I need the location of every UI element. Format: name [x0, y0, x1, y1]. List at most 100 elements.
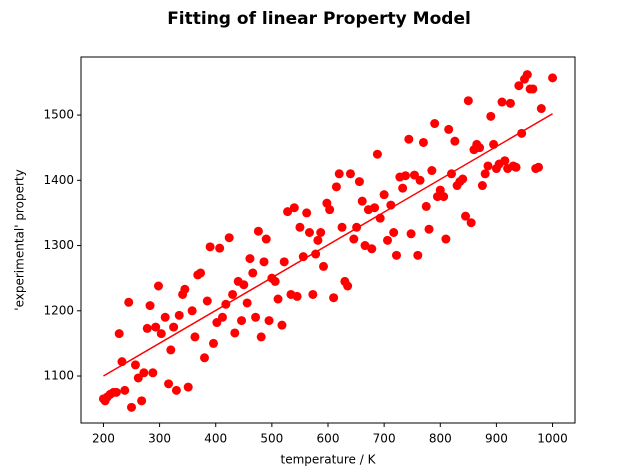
data-point — [270, 276, 280, 286]
data-point — [427, 166, 437, 176]
data-point — [316, 227, 326, 237]
data-point — [367, 244, 377, 254]
data-point — [497, 97, 507, 107]
data-point — [137, 396, 147, 406]
data-point — [404, 134, 414, 144]
data-point — [319, 261, 329, 271]
data-point — [511, 162, 521, 172]
data-point — [370, 203, 380, 213]
data-point — [343, 281, 353, 291]
x-tick-label: 500 — [260, 432, 283, 446]
data-point — [329, 293, 339, 303]
data-point — [357, 196, 367, 206]
plot-frame — [80, 56, 576, 424]
data-point — [383, 235, 393, 245]
data-point — [311, 249, 321, 259]
data-point — [308, 289, 318, 299]
data-point — [171, 385, 181, 395]
data-point — [200, 353, 209, 363]
x-tick-label: 600 — [317, 432, 340, 446]
data-point — [337, 222, 347, 232]
data-point — [439, 192, 449, 202]
data-point — [349, 234, 359, 244]
data-point — [398, 183, 408, 193]
x-tick-label: 800 — [429, 432, 452, 446]
data-point — [486, 111, 496, 121]
data-point — [418, 137, 428, 147]
data-point — [127, 402, 137, 412]
data-point — [389, 227, 399, 237]
data-point — [391, 250, 401, 260]
data-point — [245, 254, 255, 264]
data-point — [239, 280, 249, 290]
data-point — [180, 284, 190, 294]
data-point — [183, 382, 193, 392]
y-tick-label: 1300 — [43, 238, 74, 252]
x-tick-label: 700 — [373, 432, 396, 446]
data-point — [215, 243, 225, 253]
data-point — [400, 171, 410, 181]
data-point — [483, 161, 493, 171]
data-point — [331, 182, 341, 192]
data-point — [444, 124, 454, 134]
data-point — [205, 242, 215, 252]
data-point — [151, 322, 161, 332]
data-point — [528, 84, 538, 94]
y-tick-label: 1400 — [43, 173, 74, 187]
data-point — [148, 368, 158, 378]
data-point — [295, 222, 305, 232]
data-point — [256, 332, 266, 342]
data-point — [522, 70, 532, 80]
data-point — [153, 281, 163, 291]
data-point — [196, 268, 206, 278]
data-point — [277, 320, 287, 330]
data-point — [259, 257, 269, 267]
data-point — [360, 241, 370, 251]
data-point — [313, 235, 323, 245]
data-point — [124, 297, 134, 307]
data-point — [248, 268, 258, 278]
data-point — [228, 289, 238, 299]
data-point — [237, 316, 247, 326]
data-point — [466, 218, 476, 228]
data-point — [480, 169, 490, 179]
data-point — [334, 169, 344, 179]
data-point — [421, 201, 431, 211]
data-point — [114, 329, 124, 339]
data-point — [202, 296, 212, 306]
y-tick-label: 1200 — [43, 303, 74, 317]
data-point — [253, 226, 263, 236]
data-point — [298, 252, 308, 262]
x-tick-label: 900 — [485, 432, 508, 446]
data-point — [230, 328, 240, 338]
data-point — [283, 207, 293, 217]
data-point — [304, 227, 314, 237]
data-point — [450, 136, 460, 146]
data-point — [145, 301, 155, 311]
data-point — [413, 250, 423, 260]
y-tick-label: 1100 — [43, 369, 74, 383]
data-point — [242, 298, 252, 308]
data-point — [251, 312, 261, 322]
data-point — [477, 181, 487, 191]
data-point — [430, 119, 440, 129]
data-point — [372, 149, 382, 159]
data-point — [139, 368, 149, 378]
data-point — [475, 143, 485, 153]
data-point — [379, 190, 389, 200]
data-point — [261, 234, 271, 244]
data-point — [120, 385, 130, 395]
fit-line — [103, 113, 553, 377]
data-point — [354, 177, 364, 187]
data-point — [166, 345, 176, 355]
data-point — [325, 205, 335, 215]
data-point — [415, 175, 425, 185]
x-tick-label: 400 — [204, 432, 227, 446]
data-point — [441, 234, 451, 244]
x-tick-label: 200 — [92, 432, 115, 446]
data-point — [461, 211, 471, 221]
data-point — [142, 323, 152, 333]
data-point — [190, 332, 200, 342]
data-point — [536, 104, 546, 114]
